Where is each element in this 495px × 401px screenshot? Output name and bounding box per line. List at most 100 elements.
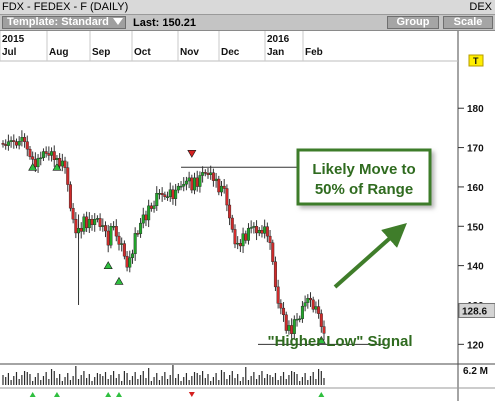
candle-body — [176, 185, 180, 191]
candle-body — [114, 226, 118, 237]
candle-body — [28, 148, 32, 157]
candle-body — [47, 153, 51, 156]
price-chart: JulAugSepOctNovDecJanFeb2015201612013014… — [0, 31, 495, 401]
candle-body — [236, 242, 240, 245]
candle-body — [125, 255, 129, 268]
window-title-right: DEX — [469, 1, 492, 13]
candle-body — [106, 230, 110, 246]
buy-signal-marker — [114, 276, 124, 285]
candle-body — [241, 233, 245, 247]
candle-body — [85, 216, 89, 229]
candle-body — [17, 141, 21, 146]
candle-body — [1, 143, 5, 145]
candle-body — [90, 218, 94, 225]
candle-body — [157, 193, 161, 195]
candle-body — [82, 216, 86, 232]
candle-body — [136, 233, 140, 235]
candle-body — [12, 140, 16, 142]
candle-body — [217, 178, 221, 193]
candle-body — [25, 141, 29, 150]
candle-body — [309, 298, 313, 301]
candle-body — [198, 175, 202, 187]
candle-body — [33, 159, 37, 168]
candle-body — [233, 229, 237, 245]
candle-body — [257, 230, 261, 234]
last-price-tag-label: 128.6 — [462, 306, 487, 317]
price-tick-label: 170 — [467, 144, 484, 155]
last-price-label: Last: 150.21 — [133, 17, 196, 29]
candle-body — [166, 196, 170, 198]
candle-body — [168, 189, 172, 197]
candle-body — [206, 172, 210, 175]
candle-body — [214, 178, 218, 181]
candle-body — [171, 189, 175, 199]
candle-body — [209, 172, 213, 175]
candle-body — [271, 242, 275, 262]
candle-body — [39, 157, 43, 160]
candle-body — [63, 160, 67, 168]
candle-body — [98, 218, 102, 227]
candle-body — [190, 177, 194, 191]
chevron-down-icon — [113, 18, 123, 25]
candle-body — [144, 214, 148, 221]
candle-body — [282, 307, 286, 316]
callout-text: 50% of Range — [315, 181, 413, 198]
candle-body — [303, 302, 307, 307]
candle-body — [287, 325, 291, 331]
candle-body — [249, 227, 253, 229]
timeline-signal-marker — [318, 392, 325, 397]
last-price-tag — [458, 302, 495, 318]
candle-body — [20, 137, 24, 142]
price-tick-label: 140 — [467, 262, 484, 273]
candle-body — [104, 225, 108, 232]
candle-body — [163, 194, 167, 197]
candle-body — [58, 157, 62, 167]
alert-badge — [468, 54, 484, 67]
candle-body — [238, 242, 242, 247]
candle-body — [50, 151, 54, 156]
template-label: Template: Standard — [7, 16, 109, 28]
candle-body — [203, 172, 207, 174]
candle-body — [201, 172, 205, 176]
callout-text: Likely Move to — [312, 161, 415, 178]
candle-body — [268, 235, 272, 243]
buy-signal-marker — [28, 162, 38, 171]
month-label: Nov — [180, 47, 199, 58]
candle-body — [93, 218, 97, 225]
candle-body — [9, 140, 13, 142]
candle-body — [263, 226, 267, 234]
group-button[interactable]: Group — [387, 16, 439, 29]
candle-body — [31, 156, 35, 160]
candle-body — [219, 185, 223, 193]
candle-body — [71, 207, 75, 220]
candle-body — [211, 172, 215, 181]
toolbar: Template: Standard Last: 150.21 Group Sc… — [0, 15, 495, 31]
candle-body — [298, 318, 302, 320]
candle-body — [246, 228, 250, 241]
month-label: Jan — [267, 47, 284, 58]
candle-body — [276, 286, 280, 304]
chart-title: FDX - FEDEX - F (DAILY) — [2, 1, 129, 13]
candle-body — [228, 204, 232, 219]
alert-badge-label: T — [473, 56, 479, 66]
candle-body — [255, 226, 259, 234]
candle-body — [184, 180, 188, 185]
candle-body — [41, 151, 45, 159]
scale-button[interactable]: Scale — [443, 16, 493, 29]
candle-body — [52, 151, 56, 160]
candle-body — [112, 226, 116, 228]
template-dropdown[interactable]: Template: Standard — [2, 16, 126, 29]
candle-body — [68, 184, 72, 209]
candle-body — [225, 188, 229, 206]
candle-body — [222, 185, 226, 189]
candle-body — [130, 253, 134, 258]
candle-body — [152, 205, 156, 209]
candle-body — [317, 306, 321, 314]
candle-body — [252, 226, 256, 228]
candle-body — [36, 157, 40, 168]
candle-body — [155, 193, 159, 207]
month-label: Dec — [221, 47, 240, 58]
candle-body — [60, 160, 64, 167]
candle-body — [244, 233, 248, 241]
buy-signal-marker — [316, 335, 326, 344]
